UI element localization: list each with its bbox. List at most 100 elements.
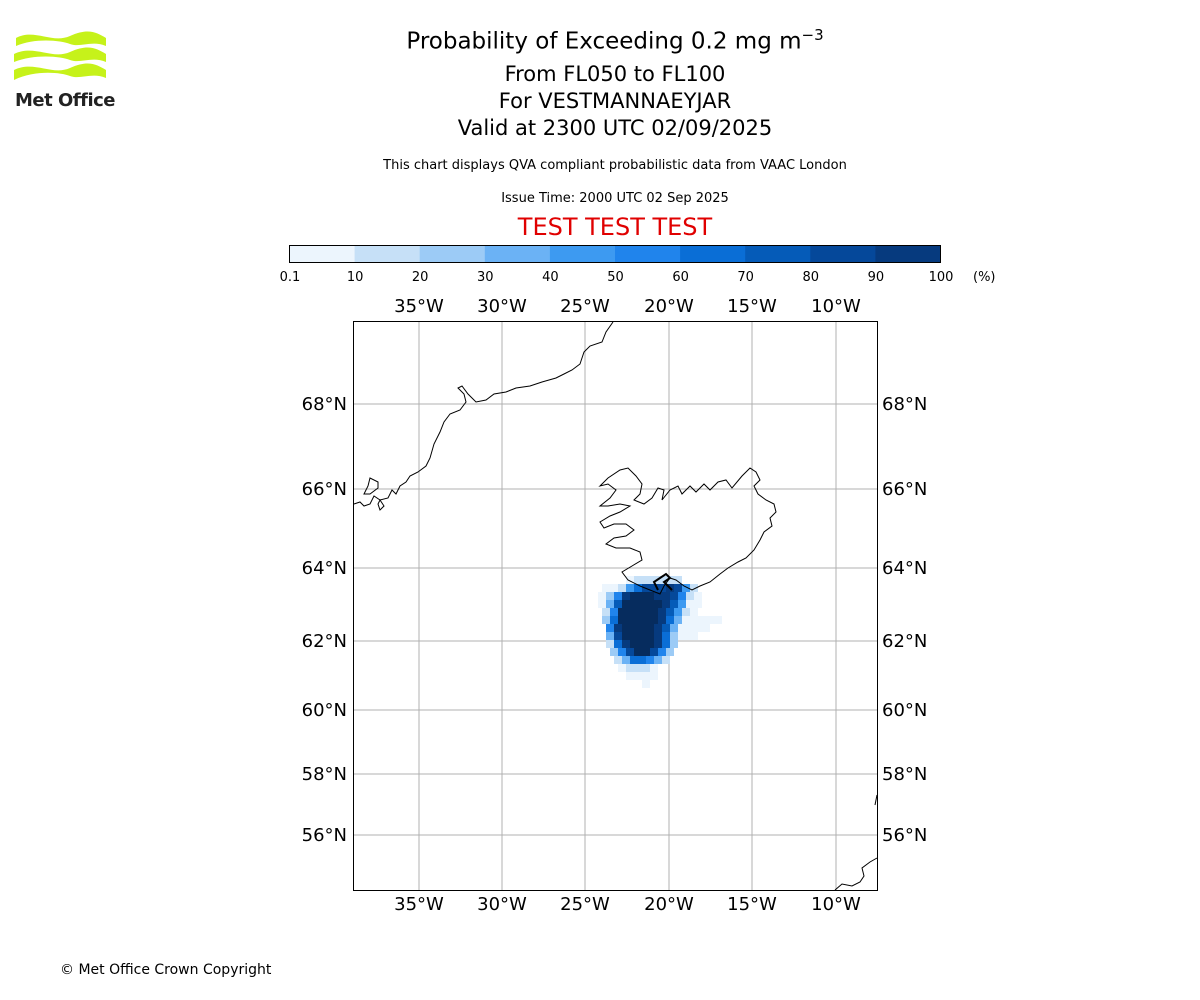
ash-cell [666, 608, 674, 616]
colorbar-cell [680, 245, 746, 263]
lon-label-top: 30°W [477, 296, 527, 317]
ash-cell [658, 584, 666, 592]
lon-label-top: 35°W [394, 296, 444, 317]
colorbar-cell [289, 245, 356, 263]
ash-cell [646, 656, 654, 664]
ash-cell [682, 584, 690, 592]
ash-cell [618, 584, 626, 592]
colorbar-cell [875, 245, 941, 263]
lon-label-bottom: 20°W [644, 894, 694, 915]
ash-cell [686, 592, 694, 600]
ash-cell [654, 656, 662, 664]
ash-cell [642, 576, 650, 584]
ash-cell [638, 656, 646, 664]
ash-cell [666, 576, 674, 584]
lat-label-left: 68°N [302, 394, 347, 415]
ash-cell [626, 584, 634, 592]
ash-cell [606, 640, 614, 648]
ash-cell [694, 600, 702, 608]
colorbar-cell [810, 245, 876, 263]
ash-cell [658, 616, 666, 624]
ash-cell [662, 600, 670, 608]
ash-cell [642, 648, 650, 656]
ash-cell [610, 648, 618, 656]
ash-cell [646, 640, 654, 648]
ash-cell [626, 664, 634, 672]
ash-cell [634, 672, 642, 680]
lat-label-left: 62°N [302, 631, 347, 652]
copyright-notice: © Met Office Crown Copyright [60, 962, 272, 978]
met-office-logo-waves-icon [14, 31, 106, 80]
ash-probability-field [598, 576, 722, 688]
valid-time: Valid at 2300 UTC 02/09/2025 [457, 116, 773, 140]
ash-cell [622, 656, 630, 664]
ash-cell [638, 624, 646, 632]
ash-cell [674, 584, 682, 592]
ash-cell [598, 592, 606, 600]
volcano-name: For VESTMANNAEYJAR [498, 89, 732, 113]
ash-cell [698, 616, 706, 624]
ash-cell [690, 584, 698, 592]
ash-cell [654, 592, 662, 600]
lon-label-top: 15°W [727, 296, 777, 317]
coastline [353, 321, 878, 891]
ash-cell [650, 608, 658, 616]
ash-cell [650, 616, 658, 624]
ash-cell [642, 616, 650, 624]
ash-cell [706, 616, 714, 624]
ash-cell [686, 600, 694, 608]
ash-cell [650, 584, 658, 592]
ash-cell [606, 624, 614, 632]
lon-label-top: 20°W [644, 296, 694, 317]
map: 35°W 30°W 25°W 20°W 15°W 10°W 35°W 30°W … [302, 296, 928, 915]
ash-cell [614, 656, 622, 664]
ash-cell [642, 680, 650, 688]
ash-cell [634, 664, 642, 672]
ash-cell [674, 576, 682, 584]
ash-cell [630, 600, 638, 608]
colorbar-tick-label: 80 [802, 270, 820, 285]
ash-cell [634, 608, 642, 616]
ash-cell [602, 608, 610, 616]
ash-cell [642, 672, 650, 680]
ash-cell [630, 624, 638, 632]
ash-cell [638, 640, 646, 648]
ash-cell [682, 608, 690, 616]
ash-cell [622, 592, 630, 600]
ash-cell [670, 640, 678, 648]
ash-cell [670, 592, 678, 600]
ash-cell [690, 608, 698, 616]
lat-label-left: 64°N [302, 558, 347, 579]
ash-cell [614, 600, 622, 608]
ash-cell [622, 624, 630, 632]
flight-level-range: From FL050 to FL100 [504, 62, 726, 86]
lat-label-right: 66°N [882, 479, 927, 500]
colorbar [289, 245, 941, 263]
ash-cell [626, 608, 634, 616]
ash-cell [610, 608, 618, 616]
lat-label-right: 58°N [882, 764, 927, 785]
ash-cell [662, 632, 670, 640]
ash-cell [622, 600, 630, 608]
colorbar-tick-label: 10 [346, 270, 364, 285]
ash-cell [638, 600, 646, 608]
colorbar-cell [484, 245, 551, 263]
ash-cell [670, 624, 678, 632]
met-office-logo-text: Met Office [15, 90, 116, 111]
ash-cell [662, 624, 670, 632]
colorbar-tick-label: 30 [477, 270, 494, 285]
ash-cell [670, 600, 678, 608]
ash-cell [614, 624, 622, 632]
chart-title: Probability of Exceeding 0.2 mg m−3 [0, 26, 1200, 55]
lon-label-bottom: 15°W [727, 894, 777, 915]
ash-cell [630, 656, 638, 664]
lon-label-bottom: 25°W [560, 894, 610, 915]
ash-cell [630, 632, 638, 640]
ash-cell [678, 600, 686, 608]
ash-cell [658, 648, 666, 656]
ash-cell [662, 592, 670, 600]
ash-cell [634, 648, 642, 656]
ash-cell [662, 656, 670, 664]
lon-label-bottom: 10°W [811, 894, 861, 915]
ash-cell [714, 616, 722, 624]
